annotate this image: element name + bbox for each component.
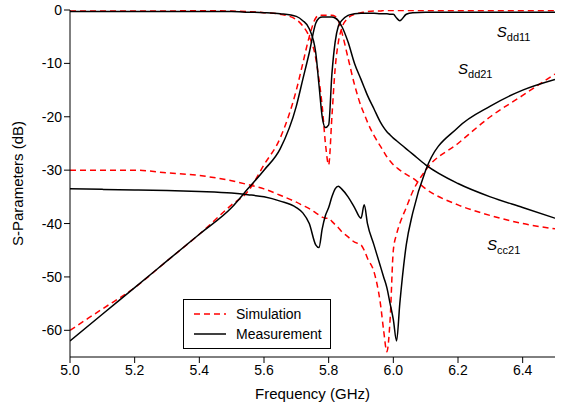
svg-text:-10: -10 [42, 55, 62, 71]
svg-text:-20: -20 [42, 109, 62, 125]
svg-text:5.0: 5.0 [60, 362, 80, 378]
svg-text:5.8: 5.8 [319, 362, 339, 378]
html-text:Measurement: Measurement [236, 326, 322, 342]
svg-text:6.4: 6.4 [513, 362, 533, 378]
svg-text:0: 0 [54, 2, 62, 18]
svg-text:5.4: 5.4 [190, 362, 210, 378]
svg-text:Frequency (GHz): Frequency (GHz) [255, 385, 370, 402]
svg-text:6.0: 6.0 [384, 362, 404, 378]
svg-text:-30: -30 [42, 162, 62, 178]
svg-text:-40: -40 [42, 216, 62, 232]
svg-text:5.6: 5.6 [254, 362, 274, 378]
svg-text:6.2: 6.2 [448, 362, 468, 378]
svg-text:-60: -60 [42, 322, 62, 338]
html-text:Simulation: Simulation [236, 306, 302, 322]
svg-text:5.2: 5.2 [125, 362, 145, 378]
svg-text:S-Parameters (dB): S-Parameters (dB) [9, 121, 26, 246]
svg-text:Scc21: Scc21 [487, 236, 520, 256]
svg-text:Sdd21: Sdd21 [458, 60, 493, 80]
svg-text:-50: -50 [42, 269, 62, 285]
svg-text:Sdd11: Sdd11 [497, 23, 531, 43]
